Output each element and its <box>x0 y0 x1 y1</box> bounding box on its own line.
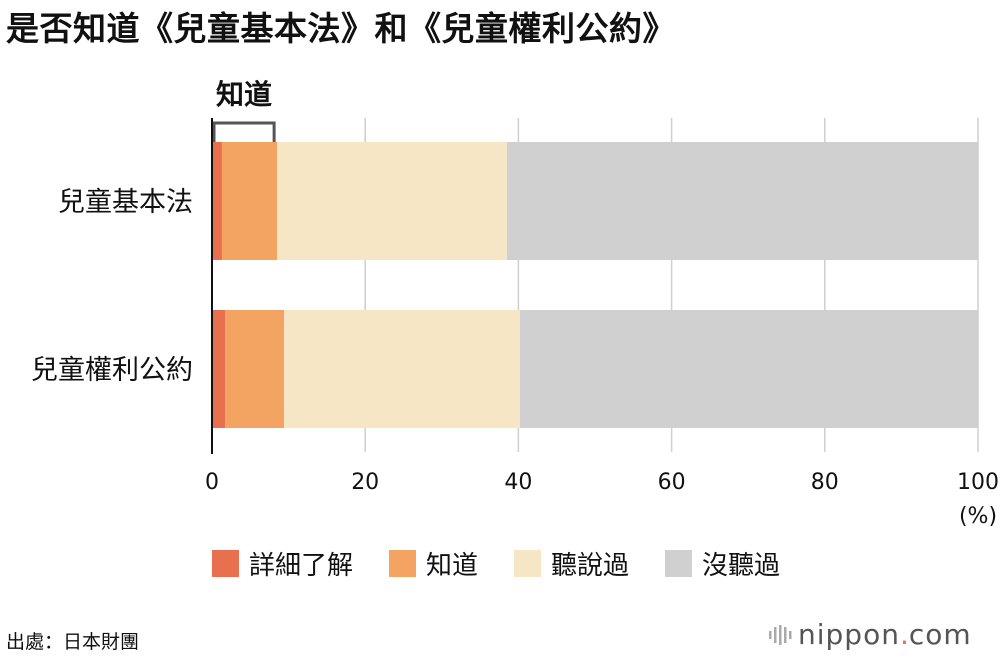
bar-segment <box>506 142 978 260</box>
bar-layer <box>212 142 978 428</box>
brand-tld: com <box>908 618 972 651</box>
x-axis-unit: (%) <box>959 504 997 529</box>
annotation-bracket <box>212 121 276 142</box>
x-tick-label: 60 <box>658 470 686 495</box>
legend: 詳細了解 知道 聽說過 沒聽過 <box>212 545 816 582</box>
x-tick-label: 100 <box>957 470 999 495</box>
legend-label: 聽說過 <box>551 551 630 581</box>
legend-label: 詳細了解 <box>249 551 354 581</box>
legend-swatch <box>389 550 417 577</box>
bar-segment <box>519 310 978 428</box>
brand-name: nippon <box>798 618 900 651</box>
bar-segment <box>284 310 520 428</box>
brand-logo: nippon. com <box>768 618 972 651</box>
legend-label: 沒聽過 <box>702 551 781 581</box>
legend-swatch <box>514 550 542 577</box>
legend-swatch <box>665 550 693 577</box>
legend-item: 沒聽過 <box>665 545 780 582</box>
annotation: 知道 <box>212 78 276 142</box>
legend-label: 知道 <box>426 551 479 581</box>
legend-item: 知道 <box>389 545 478 582</box>
bar-segment <box>277 142 507 260</box>
brand-dot: . <box>899 618 909 651</box>
x-tick-label: 20 <box>351 470 379 495</box>
category-label: 兒童權利公約 <box>31 355 193 386</box>
x-tick-label: 80 <box>811 470 839 495</box>
nippon-logo-icon <box>769 624 792 645</box>
bar-segment <box>212 310 226 428</box>
legend-item: 詳細了解 <box>212 545 353 582</box>
bar-segment <box>221 142 278 260</box>
x-tick-label: 0 <box>205 470 219 495</box>
bar-segment <box>225 310 285 428</box>
x-tick-label: 40 <box>504 470 532 495</box>
category-label: 兒童基本法 <box>58 187 193 218</box>
bar-segment <box>212 142 222 260</box>
legend-swatch <box>212 550 239 577</box>
annotation-label: 知道 <box>216 78 272 111</box>
source-text: 出處：日本財團 <box>6 631 140 653</box>
chart-title: 是否知道《兒童基本法》和《兒童權利公約》 <box>6 9 676 48</box>
legend-item: 聽說過 <box>514 545 629 582</box>
